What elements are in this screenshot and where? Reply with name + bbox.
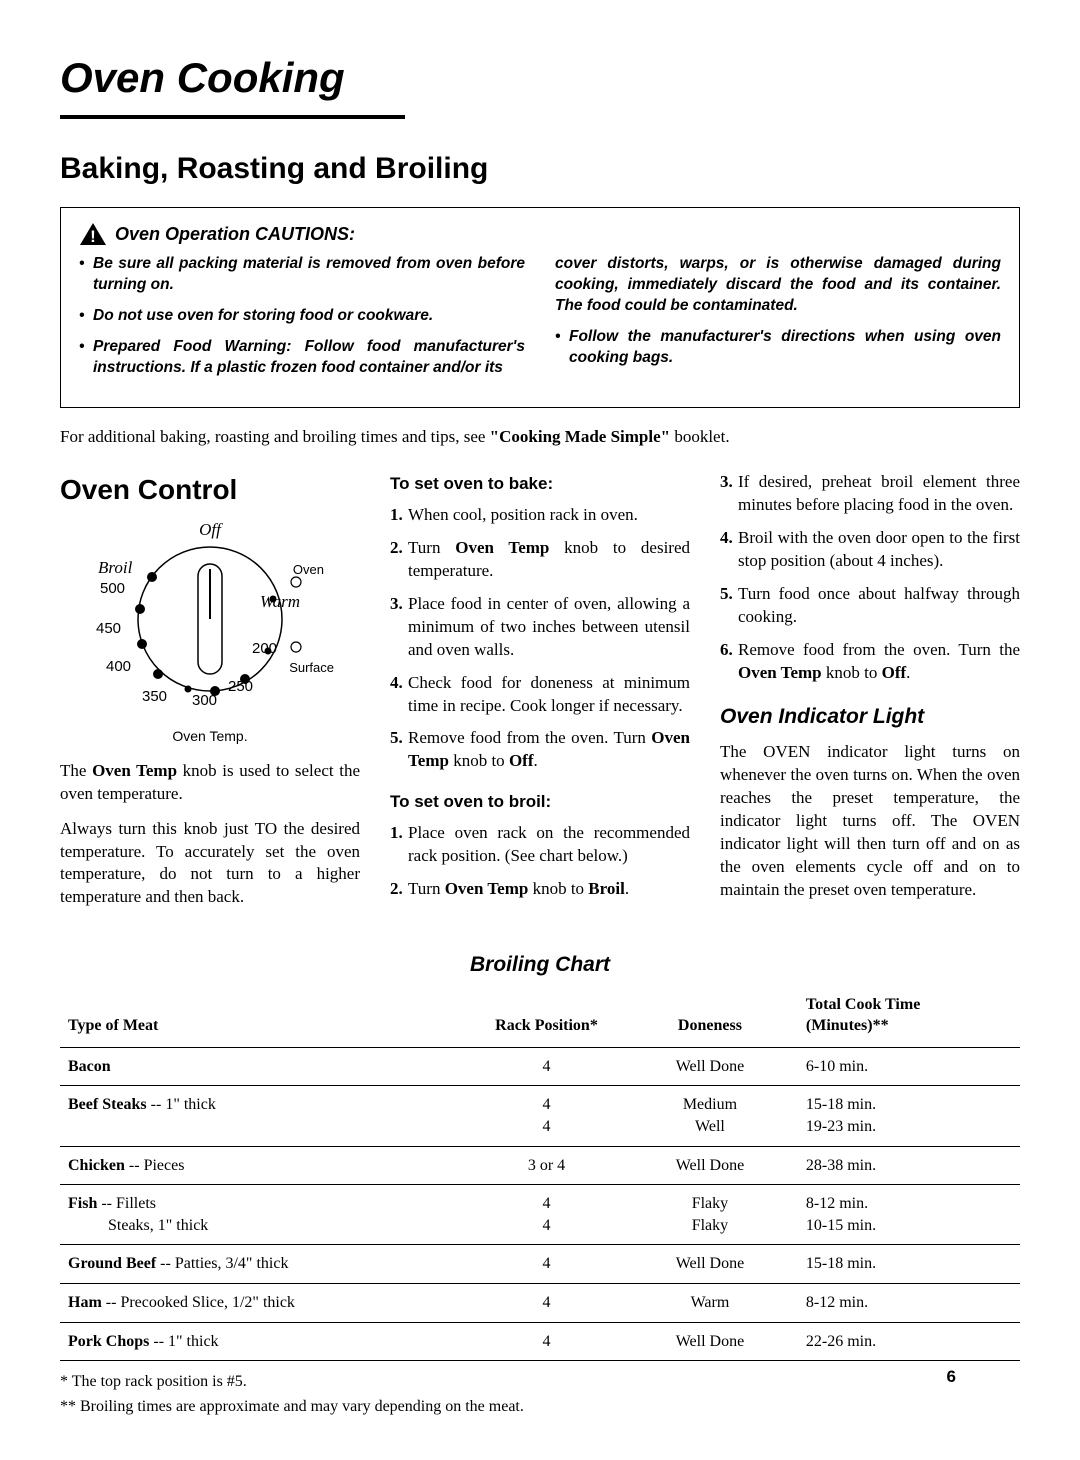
footnote-1: * The top rack position is #5.: [60, 1371, 1020, 1393]
broiling-chart-table: Type of Meat Rack Position* Doneness Tot…: [60, 988, 1020, 1362]
text: booklet.: [670, 427, 730, 446]
caution-item-cont: cover distorts, warps, or is otherwise d…: [555, 254, 1001, 317]
chart-footnotes: * The top rack position is #5. ** Broili…: [60, 1371, 1020, 1417]
oven-control-p2: Always turn this knob just TO the desire…: [60, 818, 360, 910]
text: For additional baking, roasting and broi…: [60, 427, 490, 446]
caution-item: Follow the manufacturer's directions whe…: [555, 327, 1001, 369]
step: Remove food from the oven. Turn Oven Tem…: [390, 727, 690, 773]
dial-broil-label: Broil: [98, 557, 132, 580]
col-meat: Type of Meat: [60, 988, 451, 1048]
broiling-chart-title: Broiling Chart: [60, 951, 1020, 979]
step: Turn Oven Temp knob to Broil.: [390, 878, 690, 901]
dial-temp-350: 350: [142, 687, 167, 707]
col-time: Total Cook Time(Minutes)**: [778, 988, 1020, 1048]
dial-temp-300: 300: [192, 691, 217, 711]
step: When cool, position rack in oven.: [390, 504, 690, 527]
dial-svg: [100, 519, 320, 719]
table-row: Ground Beef -- Patties, 3/4" thick4Well …: [60, 1245, 1020, 1284]
bake-steps: When cool, position rack in oven. Turn O…: [390, 504, 690, 773]
col-oven-control: Oven Control Off Broil Warm Oven Surface: [60, 471, 360, 921]
col-doneness: Doneness: [642, 988, 778, 1048]
caution-item: Be sure all packing material is removed …: [79, 254, 525, 296]
dial-temp-400: 400: [106, 657, 131, 677]
page-number: 6: [947, 1366, 956, 1389]
step: Remove food from the oven. Turn the Oven…: [720, 639, 1020, 685]
dial-temp-250: 250: [228, 677, 253, 697]
oven-control-p1: The Oven Temp knob is used to select the…: [60, 760, 360, 806]
table-row: Fish -- Fillets Steaks, 1" thick44FlakyF…: [60, 1185, 1020, 1245]
additional-info: For additional baking, roasting and broi…: [60, 426, 1020, 449]
step: Turn Oven Temp knob to desired temperatu…: [390, 537, 690, 583]
dial-warm-label: Warm: [260, 591, 300, 614]
dial-temp-500: 500: [100, 579, 125, 599]
step: Broil with the oven door open to the fir…: [720, 527, 1020, 573]
step: Place food in center of oven, allowing a…: [390, 593, 690, 662]
broil-steps-cont: If desired, preheat broil element three …: [720, 471, 1020, 685]
booklet-name: "Cooking Made Simple": [490, 427, 670, 446]
warning-icon: !: [79, 222, 107, 246]
table-row: Ham -- Precooked Slice, 1/2" thick4Warm8…: [60, 1284, 1020, 1323]
table-row: Bacon4Well Done6-10 min.: [60, 1047, 1020, 1086]
broil-steps: Place oven rack on the recommended rack …: [390, 822, 690, 901]
dial-off-label: Off: [199, 519, 221, 542]
oven-control-title: Oven Control: [60, 471, 360, 509]
caution-heading: Oven Operation CAUTIONS:: [115, 222, 355, 246]
dial-temp-200: 200: [252, 639, 277, 659]
svg-text:!: !: [90, 227, 96, 246]
page-title: Oven Cooking: [60, 50, 405, 119]
broil-heading: To set oven to broil:: [390, 791, 690, 814]
step: If desired, preheat broil element three …: [720, 471, 1020, 517]
bake-heading: To set oven to bake:: [390, 473, 690, 496]
step: Place oven rack on the recommended rack …: [390, 822, 690, 868]
dial-surface-label: Surface: [289, 659, 334, 677]
oven-temp-dial: Off Broil Warm Oven Surface: [100, 519, 320, 719]
caution-item: Do not use oven for storing food or cook…: [79, 306, 525, 327]
table-row: Chicken -- Pieces3 or 4Well Done28-38 mi…: [60, 1146, 1020, 1185]
footnote-2: ** Broiling times are approximate and ma…: [60, 1396, 1020, 1418]
col-bake-broil: To set oven to bake: When cool, position…: [390, 471, 690, 921]
table-row: Pork Chops -- 1" thick4Well Done22-26 mi…: [60, 1322, 1020, 1361]
indicator-text: The OVEN indicator light turns on whenev…: [720, 741, 1020, 902]
table-row: Beef Steaks -- 1" thick44MediumWell15-18…: [60, 1086, 1020, 1146]
table-header-row: Type of Meat Rack Position* Doneness Tot…: [60, 988, 1020, 1048]
caution-list-left: Be sure all packing material is removed …: [79, 254, 525, 379]
dial-temp-450: 450: [96, 619, 121, 639]
col-broil-cont: If desired, preheat broil element three …: [720, 471, 1020, 921]
dial-caption: Oven Temp.: [60, 727, 360, 746]
col-rack: Rack Position*: [451, 988, 642, 1048]
caution-list-right: Follow the manufacturer's directions whe…: [555, 327, 1001, 369]
step: Turn food once about halfway through coo…: [720, 583, 1020, 629]
caution-item: Prepared Food Warning: Follow food manuf…: [79, 337, 525, 379]
dial-oven-label: Oven: [293, 561, 324, 579]
indicator-heading: Oven Indicator Light: [720, 703, 1020, 731]
step: Check food for doneness at minimum time …: [390, 672, 690, 718]
caution-box: ! Oven Operation CAUTIONS: Be sure all p…: [60, 207, 1020, 408]
section-title: Baking, Roasting and Broiling: [60, 149, 1020, 190]
